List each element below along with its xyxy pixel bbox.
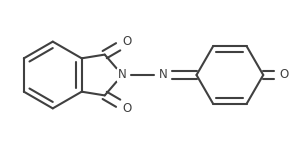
- Text: N: N: [159, 69, 168, 81]
- Text: O: O: [279, 69, 289, 81]
- Text: O: O: [122, 35, 132, 48]
- Text: N: N: [118, 69, 127, 81]
- Text: O: O: [122, 102, 132, 115]
